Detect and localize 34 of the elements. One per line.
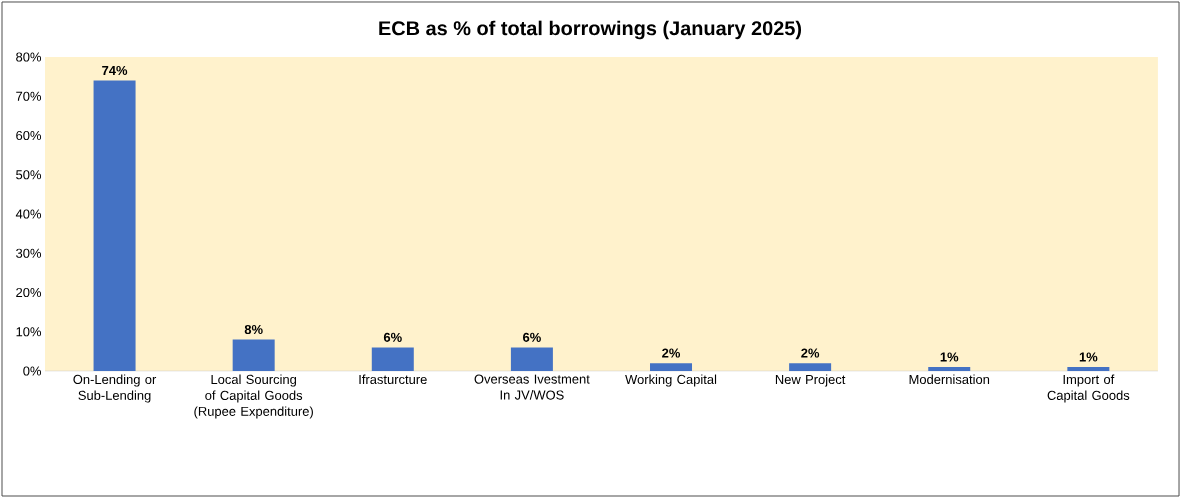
bar: [789, 363, 832, 371]
bar: [928, 367, 971, 371]
x-tick-label: Ifrasturcture: [359, 374, 427, 385]
data-label: 2%: [662, 348, 681, 358]
bar: [1067, 367, 1110, 371]
data-label: 1%: [940, 352, 959, 362]
y-tick-label: 60%: [16, 130, 42, 141]
y-tick-label: 0%: [23, 366, 42, 376]
bar: [232, 339, 275, 371]
x-tick-label: New Project: [775, 374, 846, 387]
x-tick-label: Import of Capital Goods: [1047, 374, 1130, 403]
y-tick-label: 70%: [16, 91, 42, 101]
x-tick-label: Modernisation: [909, 374, 990, 385]
bar: [93, 80, 136, 371]
data-label: 8%: [244, 324, 263, 335]
y-tick-label: 20%: [16, 287, 42, 298]
data-label: 1%: [1079, 352, 1098, 362]
bar: [510, 347, 553, 371]
x-tick-label: On-Lending or Sub-Lending: [73, 374, 157, 403]
y-tick-label: 80%: [16, 52, 42, 62]
data-label: 6%: [383, 332, 402, 342]
chart-title: ECB as % of total borrowings (January 2025): [379, 20, 802, 40]
data-label: 6%: [523, 332, 541, 342]
data-label: 74%: [102, 65, 128, 76]
y-tick-label: 40%: [15, 209, 42, 219]
x-tick-label: Overseas Ivestment In JV/WOS: [474, 374, 590, 400]
y-tick-label: 50%: [16, 170, 42, 180]
x-tick-label: Working Capital: [625, 374, 717, 387]
x-tick-label: Local Sourcing of Capital Goods (Rupee Expenditure): [194, 374, 313, 419]
y-tick-label: 30%: [16, 248, 42, 258]
data-label: 2%: [801, 348, 820, 358]
bar: [650, 363, 693, 371]
y-tick-label: 10%: [16, 327, 42, 337]
bar: [371, 347, 414, 371]
